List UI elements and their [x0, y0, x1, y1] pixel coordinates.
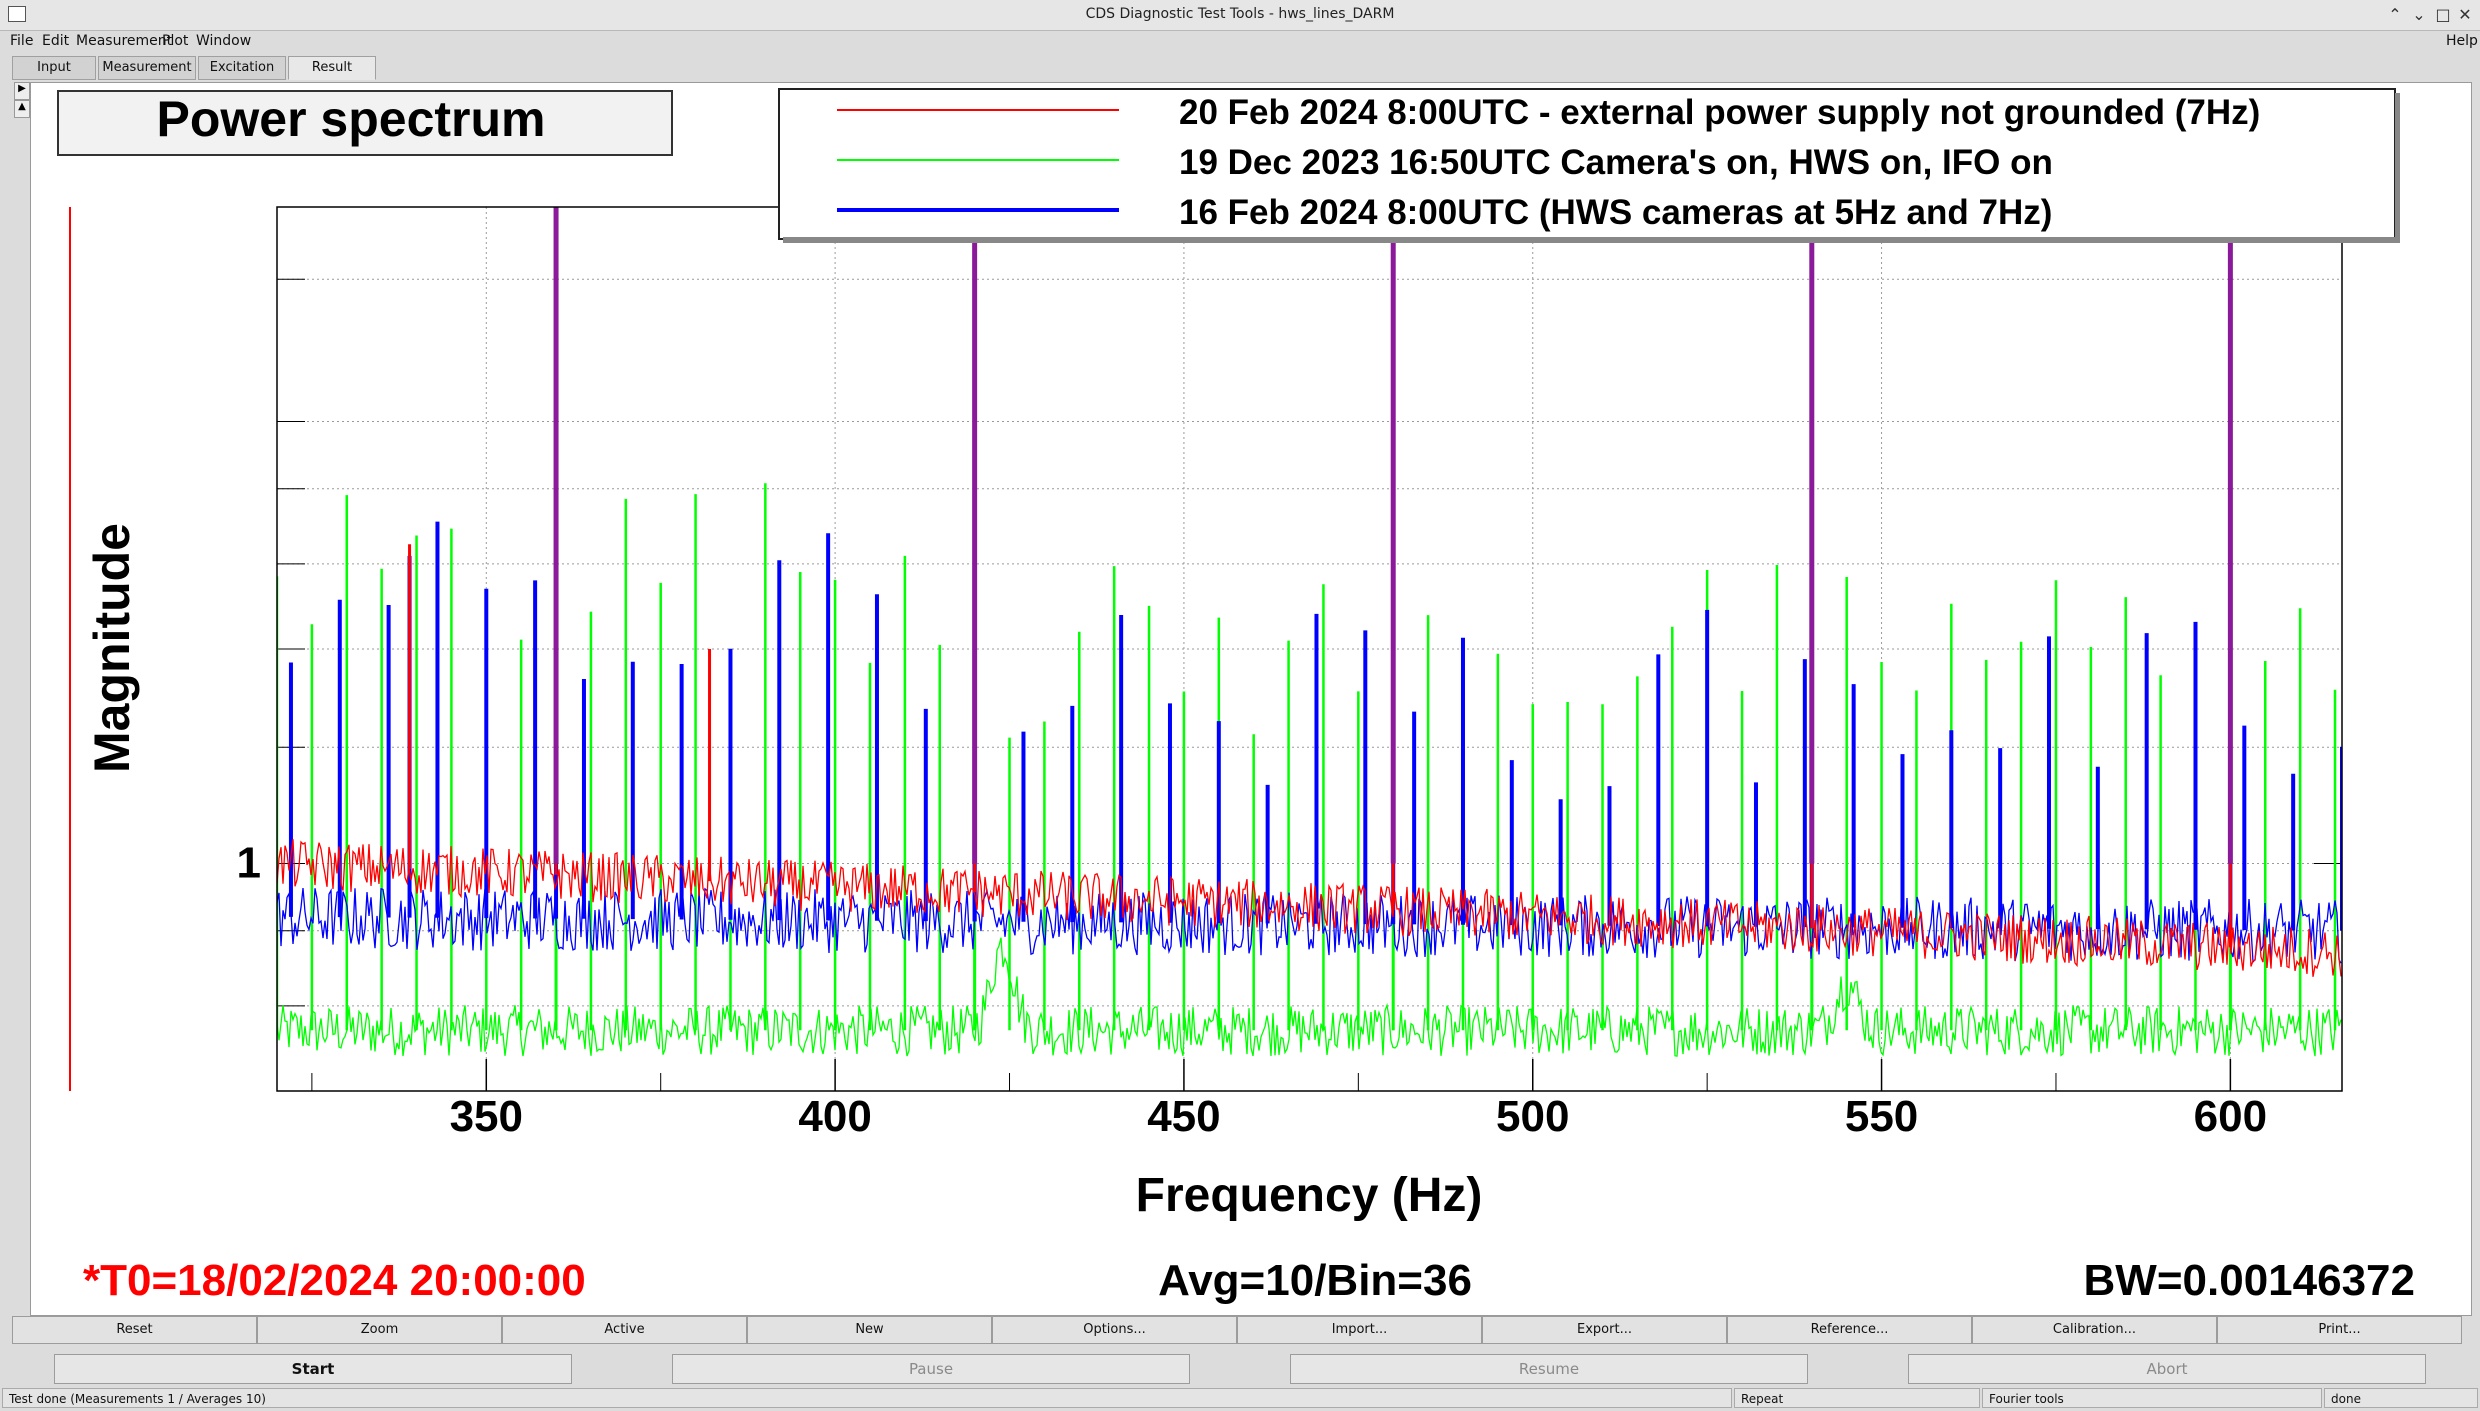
menu-edit[interactable]: Edit: [42, 33, 70, 49]
x-axis-label: Frequency (Hz): [1136, 1169, 1483, 1222]
legend: 20 Feb 2024 8:00UTC - external power sup…: [778, 88, 2400, 243]
series-line-3: [277, 887, 2342, 964]
expand-arrow-icon[interactable]: ▶: [14, 82, 30, 100]
window-titlebar: CDS Diagnostic Test Tools - hws_lines_DA…: [0, 0, 2480, 31]
avg-bin-label: Avg=10/Bin=36: [1158, 1256, 1472, 1305]
status-state: done: [2324, 1388, 2478, 1408]
x-tick-label: 400: [798, 1092, 871, 1141]
power-spectrum-chart[interactable]: Power spectrum Magnitude 350 400 450 500 550…: [31, 83, 2471, 1315]
menu-file[interactable]: File: [10, 33, 34, 49]
menu-plot[interactable]: Plot: [162, 33, 189, 49]
legend-entry-3: 16 Feb 2024 8:00UTC (HWS cameras at 5Hz …: [1179, 193, 2052, 232]
menu-bar: File Edit Measurement Plot Window Help: [0, 30, 2480, 52]
minimize-icon[interactable]: ⌃: [2388, 5, 2402, 24]
restore-icon[interactable]: ⌄: [2412, 5, 2426, 24]
maximize-icon[interactable]: □: [2435, 5, 2451, 24]
legend-box: [778, 88, 2396, 240]
collapse-arrow-icon[interactable]: ▲: [14, 100, 30, 118]
calibration-button[interactable]: Calibration...: [1972, 1316, 2217, 1344]
active-button[interactable]: Active: [502, 1316, 747, 1344]
x-tick-labels: 350 400 450 500 550 600: [450, 1092, 2268, 1141]
t0-label: *T0=18/02/2024 20:00:00: [83, 1256, 586, 1305]
app-icon: [8, 6, 26, 22]
menu-help[interactable]: Help: [2446, 33, 2478, 49]
x-tick-label: 500: [1496, 1092, 1569, 1141]
start-button[interactable]: Start: [54, 1354, 572, 1384]
new-button[interactable]: New: [747, 1316, 992, 1344]
y-tick-label: 1: [237, 839, 261, 888]
export-button[interactable]: Export...: [1482, 1316, 1727, 1344]
import-button[interactable]: Import...: [1237, 1316, 1482, 1344]
menu-measurement[interactable]: Measurement: [76, 33, 173, 49]
pause-button[interactable]: Pause: [672, 1354, 1190, 1384]
close-icon[interactable]: ✕: [2458, 5, 2472, 24]
zoom-button[interactable]: Zoom: [257, 1316, 502, 1344]
tab-result[interactable]: Result: [288, 56, 376, 80]
legend-entry-1: 20 Feb 2024 8:00UTC - external power sup…: [1179, 93, 2260, 132]
x-tick-label: 600: [2194, 1092, 2267, 1141]
series-line-1: [277, 839, 2342, 977]
status-bar: Test done (Measurements 1 / Averages 10)…: [0, 1388, 2480, 1410]
window-title: CDS Diagnostic Test Tools - hws_lines_DA…: [1085, 6, 1395, 22]
plot-area: [276, 206, 2343, 1092]
reset-button[interactable]: Reset: [12, 1316, 257, 1344]
options-button[interactable]: Options...: [992, 1316, 1237, 1344]
tab-input[interactable]: Input: [12, 56, 96, 80]
reference-button[interactable]: Reference...: [1727, 1316, 1972, 1344]
tab-excitation[interactable]: Excitation: [198, 56, 286, 80]
tab-measurement[interactable]: Measurement: [98, 56, 196, 80]
run-control-buttons: Start Pause Resume Abort: [0, 1354, 2480, 1386]
abort-button[interactable]: Abort: [1908, 1354, 2426, 1384]
status-tools: Fourier tools: [1982, 1388, 2322, 1408]
bandwidth-label: BW=0.00146372: [2084, 1256, 2415, 1305]
print-button[interactable]: Print...: [2217, 1316, 2462, 1344]
x-tick-label: 450: [1147, 1092, 1220, 1141]
y-axis-label: Magnitude: [84, 523, 140, 773]
status-message: Test done (Measurements 1 / Averages 10): [2, 1388, 1732, 1408]
plot-panel[interactable]: Power spectrum Magnitude 350 400 450 500 550…: [30, 82, 2472, 1316]
series-group: [277, 207, 2342, 1057]
resume-button[interactable]: Resume: [1290, 1354, 1808, 1384]
menu-window[interactable]: Window: [196, 33, 252, 49]
x-tick-label: 550: [1845, 1092, 1918, 1141]
series-line-2: [277, 937, 2342, 1057]
legend-entry-2: 19 Dec 2023 16:50UTC Camera's on, HWS on…: [1179, 143, 2053, 182]
chart-title: Power spectrum: [156, 91, 545, 147]
x-tick-label: 350: [450, 1092, 523, 1141]
plot-control-buttons: Reset Zoom Active New Options... Import.…: [12, 1316, 2472, 1344]
status-repeat: Repeat: [1734, 1388, 1980, 1408]
chart-title-box: [57, 90, 673, 156]
